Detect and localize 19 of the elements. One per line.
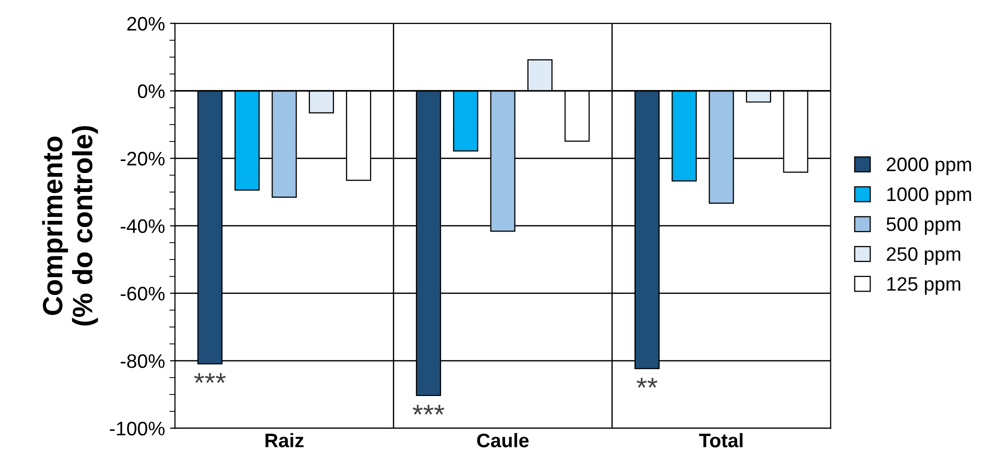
x-tick-label: Caule (477, 433, 529, 448)
legend-label: 1000 ppm (887, 187, 972, 206)
y-tick-label: 0% (138, 84, 165, 98)
legend-label: 500 ppm (886, 217, 960, 235)
annotation: ** (636, 378, 658, 388)
legend-label: 250 ppm (886, 247, 960, 265)
y-tick-label: -60% (120, 286, 165, 301)
annotation: *** (412, 404, 444, 415)
legend-label: 125 ppm (887, 277, 960, 295)
y-axis-title: Comprimento (% do controle) (42, 126, 98, 326)
y-tick-label: -80% (120, 354, 165, 368)
y-tick-label: -20% (120, 152, 165, 166)
legend-label: 2000 ppm (886, 158, 972, 176)
annotation: *** (194, 373, 226, 383)
y-tick-label: -100% (110, 422, 165, 436)
y-tick-label: 20% (127, 16, 165, 31)
y-tick-label: -40% (120, 219, 165, 234)
x-tick-label: Total (699, 433, 742, 448)
x-tick-label: Raiz (266, 433, 304, 448)
